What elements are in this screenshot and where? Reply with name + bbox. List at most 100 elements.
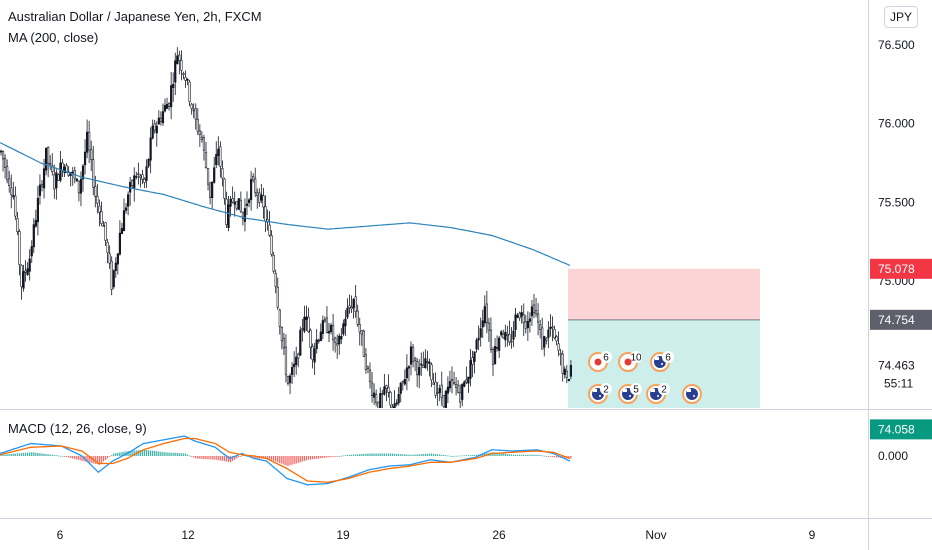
- macd-histogram-bar: [453, 455, 455, 457]
- macd-histogram-bar: [445, 455, 447, 457]
- candle: [235, 200, 238, 211]
- macd-histogram-bar: [285, 456, 287, 466]
- ma-series: [0, 142, 571, 266]
- candle: [463, 380, 466, 388]
- candle: [311, 343, 314, 369]
- macd-histogram-bar: [37, 453, 39, 456]
- macd-histogram-bar: [369, 453, 371, 456]
- candle: [498, 335, 501, 358]
- macd-histogram-bar: [234, 456, 236, 460]
- candle: [40, 179, 44, 192]
- candle: [122, 198, 126, 232]
- candle: [530, 299, 534, 327]
- candle: [155, 121, 158, 147]
- currency-button[interactable]: JPY: [884, 6, 918, 28]
- macd-histogram-bar: [16, 453, 18, 456]
- macd-histogram-bar: [467, 455, 469, 456]
- candle: [8, 170, 11, 193]
- macd-histogram-bar: [557, 456, 560, 458]
- macd-histogram-bar: [205, 456, 207, 460]
- macd-histogram-bar: [422, 454, 424, 456]
- candle: [395, 399, 398, 407]
- candle: [379, 387, 382, 408]
- macd-histogram-bar: [225, 456, 228, 462]
- candle: [96, 183, 99, 214]
- candle: [418, 359, 421, 389]
- au-event-icon[interactable]: 5: [618, 383, 642, 404]
- au-event-icon[interactable]: [682, 384, 702, 404]
- candle: [219, 141, 222, 178]
- candle: [67, 166, 70, 178]
- au-event-icon[interactable]: 2: [646, 383, 670, 404]
- candle: [57, 173, 60, 181]
- candle: [278, 308, 281, 335]
- macd-histogram-bar: [348, 454, 351, 456]
- macd-histogram-bar: [287, 456, 289, 466]
- candle: [118, 220, 121, 256]
- candles-series: [0, 47, 572, 408]
- macd-histogram-bar: [119, 452, 121, 456]
- candle: [500, 330, 503, 338]
- candle: [250, 171, 253, 211]
- macd-histogram-bar: [227, 456, 230, 462]
- macd-histogram-bar: [508, 454, 510, 456]
- macd-histogram-bar: [6, 454, 8, 456]
- candle: [493, 337, 497, 365]
- macd-histogram-bar: [398, 454, 400, 456]
- macd-histogram-bar: [371, 453, 373, 456]
- candle: [323, 316, 327, 323]
- jp-event-icon[interactable]: 10: [618, 351, 642, 372]
- macd-histogram-bar: [88, 456, 90, 463]
- macd-histogram-bar: [475, 454, 478, 456]
- macd-histogram-bar: [277, 456, 279, 463]
- macd-histogram-bar: [449, 455, 451, 457]
- stop-zone[interactable]: [568, 268, 760, 320]
- au-event-icon[interactable]: 6: [650, 351, 674, 372]
- candle: [180, 50, 183, 81]
- candle: [0, 149, 3, 156]
- macd-histogram-bar: [12, 453, 14, 456]
- candle: [53, 164, 56, 199]
- candle: [204, 141, 208, 169]
- candle: [461, 383, 464, 407]
- macd-histogram-bar: [387, 453, 390, 456]
- candle: [409, 341, 413, 376]
- ma-legend[interactable]: MA (200, close): [8, 30, 99, 45]
- macd-histogram-bar: [74, 456, 76, 459]
- macd-histogram-bar: [406, 454, 408, 456]
- candle: [467, 376, 470, 393]
- target-zone[interactable]: [568, 319, 760, 430]
- candle: [114, 257, 117, 278]
- candle: [198, 124, 201, 147]
- macd-histogram-bar: [283, 456, 285, 465]
- macd-histogram-bar: [275, 456, 277, 462]
- macd-histogram-bar: [414, 454, 416, 456]
- macd-legend[interactable]: MACD (12, 26, close, 9): [8, 421, 147, 436]
- macd-histogram-bar: [180, 453, 182, 456]
- macd-histogram-bar: [147, 450, 150, 456]
- macd-histogram-bar: [354, 454, 357, 456]
- macd-histogram-bar: [51, 454, 53, 456]
- candle: [268, 210, 271, 237]
- candle: [280, 326, 283, 350]
- macd-histogram-bar: [344, 455, 346, 457]
- jp-event-icon[interactable]: 6: [588, 351, 612, 372]
- candle: [457, 380, 460, 394]
- macd-histogram-bar: [94, 456, 96, 464]
- candle: [256, 188, 259, 209]
- macd-histogram-bar: [322, 456, 324, 458]
- candle: [98, 199, 101, 227]
- candle: [4, 154, 7, 179]
- candle: [565, 365, 568, 384]
- candle: [217, 136, 220, 166]
- candle: [389, 390, 392, 408]
- candle: [18, 229, 21, 276]
- candle: [170, 71, 173, 120]
- candle: [28, 249, 31, 281]
- au-event-icon[interactable]: 2: [588, 383, 612, 404]
- candle: [106, 239, 109, 264]
- time-axis[interactable]: 6 12 19 26 Nov 9: [57, 528, 816, 542]
- candle: [432, 373, 435, 385]
